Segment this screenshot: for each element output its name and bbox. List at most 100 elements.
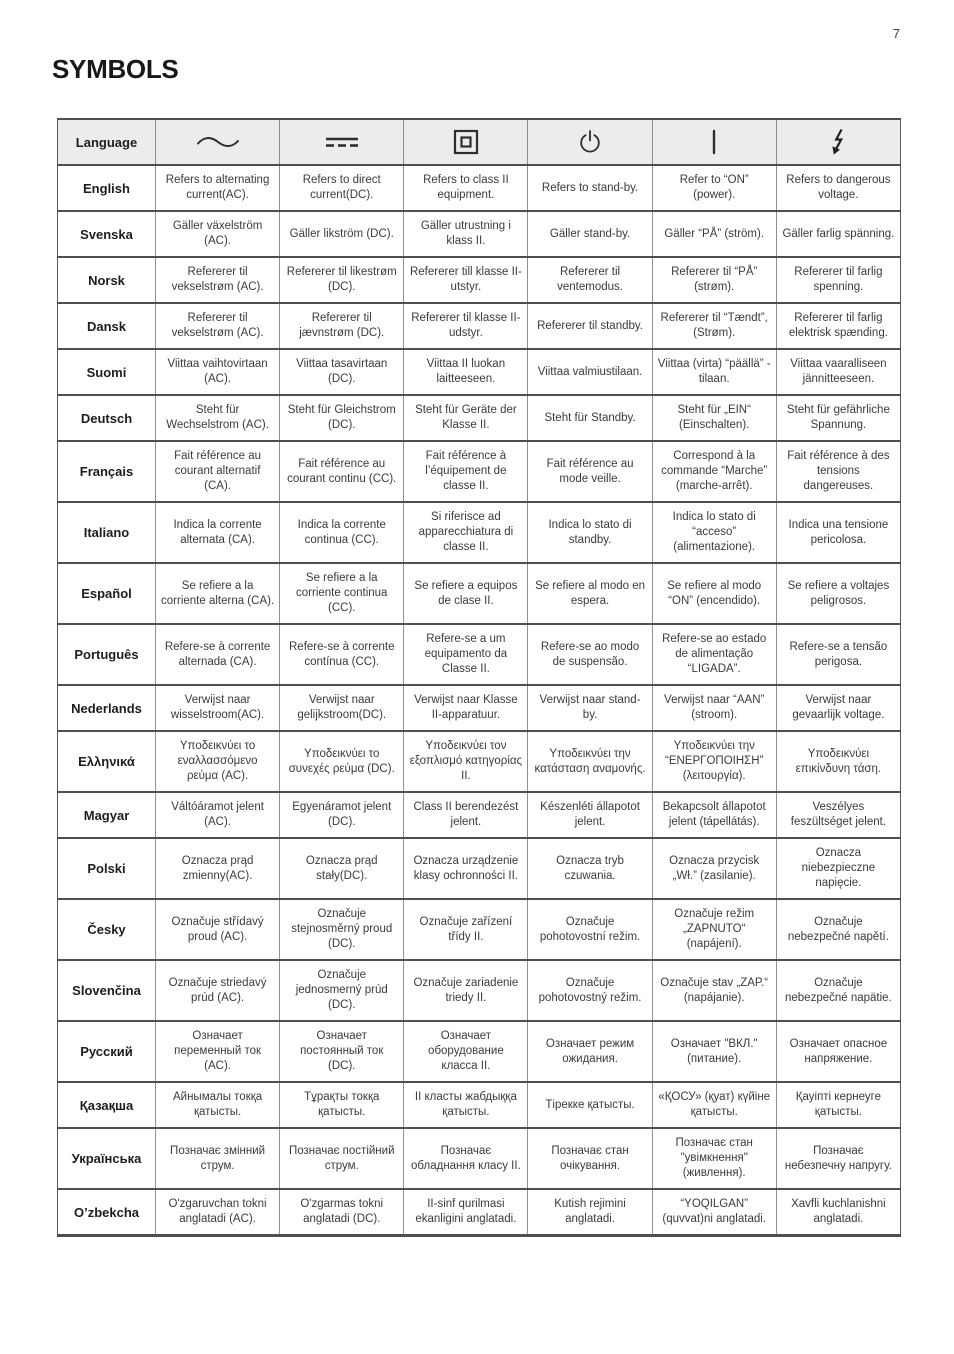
on-description: Refere-se ao estado de alimentação “LIGA… <box>651 623 777 686</box>
dc-description: Υποδεικνύει το συνεχές ρεύμα (DC). <box>279 730 405 793</box>
class-ii-equipment-symbol-icon <box>403 118 529 166</box>
dc-description: Refererer til likestrøm (DC). <box>279 256 405 304</box>
language-name: Dansk <box>57 302 156 350</box>
dc-description: Verwijst naar gelijkstroom(DC). <box>279 684 405 732</box>
standby-symbol-icon <box>527 118 653 166</box>
class-ii-description: Oznacza urządzenie klasy ochronności II. <box>403 837 529 900</box>
dangerous-voltage-description: Қауіпті кернеуге қатысты. <box>775 1081 902 1129</box>
class-ii-description: Viittaa II luokan laitteeseen. <box>403 348 529 396</box>
dangerous-voltage-description: Veszélyes feszültséget jelent. <box>775 791 902 839</box>
language-name: English <box>57 164 156 212</box>
class-ii-description: Refers to class II equipment. <box>403 164 529 212</box>
table-row: Қазақша Айнымалы токқа қатысты. Тұрақты … <box>57 1081 902 1129</box>
language-name: O’zbekcha <box>57 1188 156 1237</box>
language-name: Українська <box>57 1127 156 1190</box>
on-description: Υποδεικνύει την “ΕΝΕΡΓΟΠΟΙΗΣΗ” (λειτουργ… <box>651 730 777 793</box>
standby-description: Refers to stand-by. <box>527 164 653 212</box>
ac-description: Refere-se à corrente alternada (CA). <box>154 623 281 686</box>
dangerous-voltage-symbol-icon <box>775 118 902 166</box>
dangerous-voltage-description: Υποδεικνύει επικίνδυνη τάση. <box>775 730 902 793</box>
ac-description: Váltóáramot jelent (AC). <box>154 791 281 839</box>
standby-description: Refere-se ao modo de suspensão. <box>527 623 653 686</box>
dangerous-voltage-description: Gäller farlig spänning. <box>775 210 902 258</box>
ac-description: Refers to alternating current(AC). <box>154 164 281 212</box>
table-row: O’zbekcha O'zgaruvchan tokni anglatadi (… <box>57 1188 902 1237</box>
on-description: Označuje režim „ZAPNUTO“ (napájení). <box>651 898 777 961</box>
table-row: English Refers to alternating current(AC… <box>57 164 902 212</box>
dangerous-voltage-description: Oznacza niebezpieczne napięcie. <box>775 837 902 900</box>
standby-description: Refererer til ventemodus. <box>527 256 653 304</box>
class-ii-description: II класты жабдыққа қатысты. <box>403 1081 529 1129</box>
class-ii-description: Refere-se a um equipamento da Classe II. <box>403 623 529 686</box>
on-description: Gäller “PÅ” (ström). <box>651 210 777 258</box>
standby-description: Označuje pohotovostný režim. <box>527 959 653 1022</box>
class-ii-description: Označuje zariadenie triedy II. <box>403 959 529 1022</box>
standby-description: Означает режим ожидания. <box>527 1020 653 1083</box>
class-ii-description: Fait référence à l’équipement de classe … <box>403 440 529 503</box>
ac-description: Айнымалы токқа қатысты. <box>154 1081 281 1129</box>
dangerous-voltage-description: Označuje nebezpečné napätie. <box>775 959 902 1022</box>
dangerous-voltage-description: Позначає небезпечну напругу. <box>775 1127 902 1190</box>
dangerous-voltage-description: Refers to dangerous voltage. <box>775 164 902 212</box>
symbols-table: Language <box>57 118 902 1237</box>
standby-description: Steht für Standby. <box>527 394 653 442</box>
ac-description: Se refiere a la corriente alterna (CA). <box>154 562 281 625</box>
standby-description: Označuje pohotovostní režim. <box>527 898 653 961</box>
on-description: Verwijst naar “AAN” (stroom). <box>651 684 777 732</box>
class-ii-description: Означает оборудование класса II. <box>403 1020 529 1083</box>
dangerous-voltage-description: Se refiere a voltajes peligrosos. <box>775 562 902 625</box>
dc-description: Egyenáramot jelent (DC). <box>279 791 405 839</box>
table-row: Magyar Váltóáramot jelent (AC). Egyenára… <box>57 791 902 839</box>
table-row: Ελληνικά Υποδεικνύει το εναλλασσόμενο ρε… <box>57 730 902 793</box>
table-row: Slovenčina Označuje striedavý prúd (AC).… <box>57 959 902 1022</box>
standby-description: Fait référence au mode veille. <box>527 440 653 503</box>
ac-description: Refererer til vekselstrøm (AC). <box>154 256 281 304</box>
language-name: Қазақша <box>57 1081 156 1129</box>
table-row: Suomi Viittaa vaihtovirtaan (AC). Viitta… <box>57 348 902 396</box>
standby-description: Verwijst naar stand-by. <box>527 684 653 732</box>
dc-description: Тұрақты токқа қатысты. <box>279 1081 405 1129</box>
dangerous-voltage-description: Xavfli kuchlanishni anglatadi. <box>775 1188 902 1237</box>
on-description: Indica lo stato di “acceso” (alimentazio… <box>651 501 777 564</box>
table-row: Português Refere-se à corrente alternada… <box>57 623 902 686</box>
ac-description: Refererer til vekselstrøm (AC). <box>154 302 281 350</box>
ac-description: Oznacza prąd zmienny(AC). <box>154 837 281 900</box>
ac-description: Υποδεικνύει το εναλλασσόμενο ρεύμα (AC). <box>154 730 281 793</box>
dangerous-voltage-description: Označuje nebezpečné napětí. <box>775 898 902 961</box>
language-column-header: Language <box>57 118 156 166</box>
dangerous-voltage-description: Refererer til farlig spenning. <box>775 256 902 304</box>
table-row: Українська Позначає змінний струм. Позна… <box>57 1127 902 1190</box>
class-ii-description: Υποδεικνύει τον εξοπλισμό κατηγορίας II. <box>403 730 529 793</box>
dc-description: Означает постоянный ток (DC). <box>279 1020 405 1083</box>
language-name: Suomi <box>57 348 156 396</box>
class-ii-description: Refererer til klasse II-udstyr. <box>403 302 529 350</box>
on-symbol-icon <box>651 118 777 166</box>
header-row: Language <box>57 118 902 166</box>
standby-description: Indica lo stato di standby. <box>527 501 653 564</box>
class-ii-description: Verwijst naar Klasse II-apparatuur. <box>403 684 529 732</box>
dangerous-voltage-description: Означает опасное напряжение. <box>775 1020 902 1083</box>
class-ii-description: Si riferisce ad apparecchiatura di class… <box>403 501 529 564</box>
ac-description: Viittaa vaihtovirtaan (AC). <box>154 348 281 396</box>
table-row: Nederlands Verwijst naar wisselstroom(AC… <box>57 684 902 732</box>
on-description: Bekapcsolt állapotot jelent (tápellátás)… <box>651 791 777 839</box>
language-name: Italiano <box>57 501 156 564</box>
ac-description: Позначає змінний струм. <box>154 1127 281 1190</box>
on-description: Позначає стан "увімкнення" (живлення). <box>651 1127 777 1190</box>
table-row: Polski Oznacza prąd zmienny(AC). Oznacza… <box>57 837 902 900</box>
standby-description: Viittaa valmiustilaan. <box>527 348 653 396</box>
dc-symbol-icon <box>279 118 405 166</box>
dc-description: Označuje jednosmerný prúd (DC). <box>279 959 405 1022</box>
dangerous-voltage-description: Indica una tensione pericolosa. <box>775 501 902 564</box>
ac-description: Gäller växelström (AC). <box>154 210 281 258</box>
language-name: Español <box>57 562 156 625</box>
dc-description: Refererer til jævnstrøm (DC). <box>279 302 405 350</box>
class-ii-description: Refererer till klasse II-utstyr. <box>403 256 529 304</box>
dangerous-voltage-description: Viittaa vaaralliseen jännitteeseen. <box>775 348 902 396</box>
table-row: Русский Означает переменный ток (AC). Оз… <box>57 1020 902 1083</box>
table-row: Español Se refiere a la corriente altern… <box>57 562 902 625</box>
ac-symbol-icon <box>154 118 281 166</box>
page-title: SYMBOLS <box>52 54 179 84</box>
table-row: Italiano Indica la corrente alternata (C… <box>57 501 902 564</box>
